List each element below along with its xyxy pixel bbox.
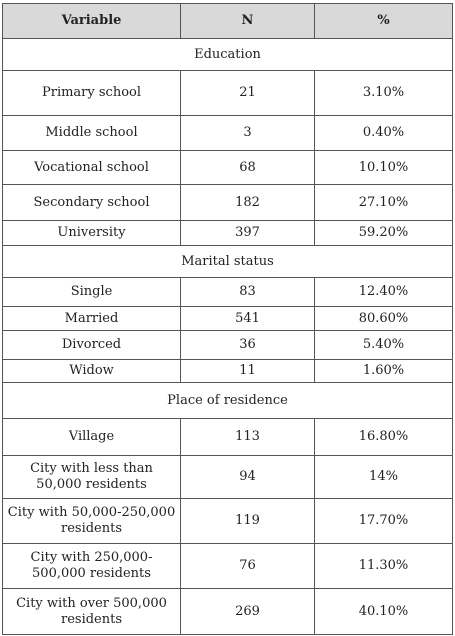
cell-percent: 80.60%	[314, 306, 453, 331]
demographics-table: Variable N % Education Primary school 21…	[2, 3, 453, 635]
section-row-education: Education	[2, 38, 453, 71]
cell-percent: 12.40%	[314, 277, 453, 307]
cell-variable: University	[2, 220, 181, 246]
section-title: Education	[2, 38, 453, 71]
table-row: City with less than 50,000 residents 94 …	[2, 455, 453, 499]
cell-percent: 16.80%	[314, 418, 453, 456]
cell-variable: City with over 500,000 residents	[2, 588, 181, 635]
header-n: N	[180, 3, 315, 39]
table-row: Middle school 3 0.40%	[2, 115, 453, 151]
cell-variable: Village	[2, 418, 181, 456]
cell-n: 21	[180, 70, 315, 116]
cell-percent: 5.40%	[314, 330, 453, 360]
table-row: City with 250,000-500,000 residents 76 1…	[2, 543, 453, 589]
cell-percent: 0.40%	[314, 115, 453, 151]
cell-n: 182	[180, 184, 315, 221]
cell-variable: Married	[2, 306, 181, 331]
section-title: Place of residence	[2, 382, 453, 419]
table-row: Primary school 21 3.10%	[2, 70, 453, 116]
header-variable: Variable	[2, 3, 181, 39]
table-row: City with 50,000-250,000 residents 119 1…	[2, 498, 453, 544]
table-row: Village 113 16.80%	[2, 418, 453, 456]
cell-n: 76	[180, 543, 315, 589]
header-row: Variable N %	[2, 3, 453, 39]
section-title: Marital status	[2, 245, 453, 278]
cell-n: 68	[180, 150, 315, 185]
table-row: City with over 500,000 residents 269 40.…	[2, 588, 453, 635]
cell-variable: Secondary school	[2, 184, 181, 221]
cell-variable: City with less than 50,000 residents	[2, 455, 181, 499]
cell-variable: Single	[2, 277, 181, 307]
table-row: University 397 59.20%	[2, 220, 453, 246]
section-row-place-of-residence: Place of residence	[2, 382, 453, 419]
cell-percent: 11.30%	[314, 543, 453, 589]
cell-variable: Divorced	[2, 330, 181, 360]
cell-variable: Vocational school	[2, 150, 181, 185]
cell-n: 541	[180, 306, 315, 331]
cell-percent: 1.60%	[314, 359, 453, 383]
cell-n: 3	[180, 115, 315, 151]
table-row: Vocational school 68 10.10%	[2, 150, 453, 185]
cell-n: 94	[180, 455, 315, 499]
cell-variable: Primary school	[2, 70, 181, 116]
cell-variable: Widow	[2, 359, 181, 383]
cell-n: 397	[180, 220, 315, 246]
table-row: Secondary school 182 27.10%	[2, 184, 453, 221]
cell-n: 11	[180, 359, 315, 383]
cell-n: 83	[180, 277, 315, 307]
cell-n: 36	[180, 330, 315, 360]
cell-percent: 59.20%	[314, 220, 453, 246]
section-row-marital-status: Marital status	[2, 245, 453, 278]
cell-percent: 40.10%	[314, 588, 453, 635]
cell-percent: 10.10%	[314, 150, 453, 185]
cell-n: 119	[180, 498, 315, 544]
table-row: Married 541 80.60%	[2, 306, 453, 331]
cell-variable: City with 50,000-250,000 residents	[2, 498, 181, 544]
cell-percent: 3.10%	[314, 70, 453, 116]
table-row: Widow 11 1.60%	[2, 359, 453, 383]
cell-variable: Middle school	[2, 115, 181, 151]
cell-percent: 14%	[314, 455, 453, 499]
cell-variable: City with 250,000-500,000 residents	[2, 543, 181, 589]
table-row: Single 83 12.40%	[2, 277, 453, 307]
cell-percent: 27.10%	[314, 184, 453, 221]
cell-n: 113	[180, 418, 315, 456]
cell-n: 269	[180, 588, 315, 635]
table-row: Divorced 36 5.40%	[2, 330, 453, 360]
cell-percent: 17.70%	[314, 498, 453, 544]
header-percent: %	[314, 3, 453, 39]
